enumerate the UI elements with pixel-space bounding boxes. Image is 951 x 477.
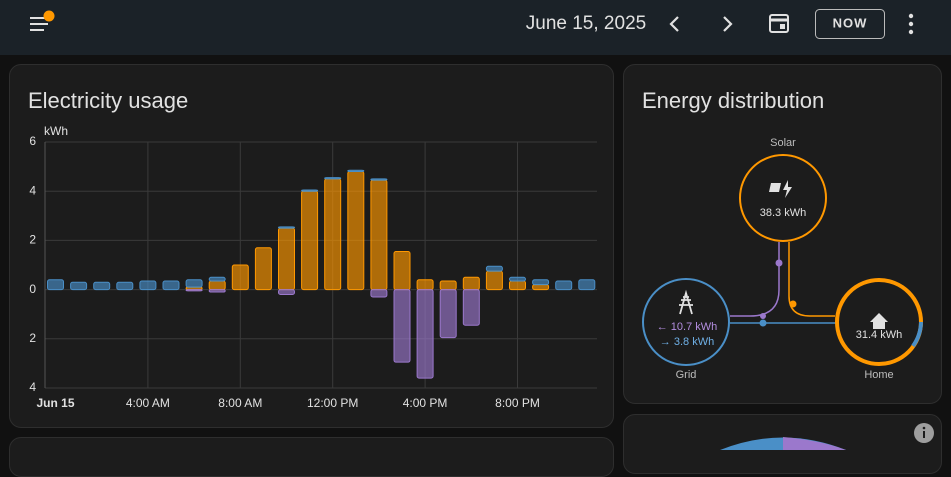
bar <box>278 289 295 296</box>
y-tick-label: 0 <box>29 282 36 296</box>
node-value: 38.3 kWh <box>760 207 806 219</box>
flow-dot <box>759 319 767 327</box>
y-tick-label: 4 <box>29 380 36 394</box>
bar <box>370 179 388 291</box>
bar <box>116 281 134 291</box>
bar <box>393 289 411 363</box>
flow-dot <box>760 313 766 319</box>
canvas: June 15, 2025 NOW Electricity usage kWh … <box>28 9 934 450</box>
bar <box>509 276 526 282</box>
bar <box>578 279 596 291</box>
bar <box>278 227 295 291</box>
node-label: Grid <box>676 369 697 381</box>
home-icon <box>870 313 888 329</box>
x-tick-label: Jun 15 <box>36 396 74 410</box>
now-button[interactable] <box>815 9 885 39</box>
node-value: 31.4 kWh <box>856 329 902 341</box>
bar <box>416 289 434 379</box>
bar <box>324 177 342 180</box>
solar-home-flow <box>788 242 835 317</box>
bar <box>393 250 411 291</box>
now-label[interactable]: NOW <box>833 15 868 30</box>
x-tick-label: 8:00 AM <box>218 396 262 410</box>
bar <box>278 226 295 229</box>
bar <box>208 289 226 293</box>
bar <box>162 280 180 291</box>
grid-consumed: → 3.8 kWh <box>660 336 714 348</box>
y-tick-label: 2 <box>29 331 36 345</box>
y-tick-label: 6 <box>29 134 36 148</box>
bar <box>485 270 503 291</box>
bar <box>185 279 203 288</box>
bar <box>347 169 365 173</box>
info-glyph <box>923 431 925 438</box>
solar-icon <box>769 180 792 198</box>
home-grid-share <box>911 321 923 348</box>
bar <box>70 281 88 291</box>
x-tick-label: 8:00 PM <box>495 396 540 410</box>
grid-icon <box>679 289 693 315</box>
y-axis-label: kWh <box>44 124 68 138</box>
bar <box>208 276 226 282</box>
bar <box>555 280 573 291</box>
bar <box>509 280 526 291</box>
bar <box>185 289 203 292</box>
bar <box>439 289 457 339</box>
bar <box>462 276 480 291</box>
flow-dot <box>775 259 783 267</box>
date: June 15, 2025 <box>526 13 646 34</box>
bar <box>370 178 388 181</box>
top-bar <box>0 0 951 55</box>
y-tick-label: 2 <box>29 233 36 247</box>
next-button[interactable] <box>723 16 733 32</box>
bar <box>439 280 457 291</box>
y-tick-label: 4 <box>29 183 36 197</box>
node-label: Home <box>864 369 893 381</box>
overflow-menu[interactable] <box>908 13 914 35</box>
bar <box>324 178 342 291</box>
x-tick-label: 12:00 PM <box>307 396 358 410</box>
info-glyph <box>922 426 926 430</box>
grid-returned: ← 10.7 kWh <box>657 321 718 333</box>
bar <box>462 289 480 326</box>
bar <box>370 289 388 298</box>
bar <box>532 284 550 291</box>
solar-node <box>739 154 827 242</box>
card-title: Energy distribution <box>642 88 824 113</box>
bar <box>93 281 111 291</box>
bar <box>416 279 434 291</box>
bar <box>208 280 226 291</box>
calendar-button[interactable] <box>769 14 789 33</box>
bar <box>532 279 550 286</box>
grid-node <box>642 278 730 366</box>
x-tick-label: 4:00 AM <box>126 396 170 410</box>
bar <box>301 189 319 192</box>
solar-grid-flow <box>730 242 780 317</box>
card-title: Electricity usage <box>28 88 188 113</box>
bar <box>231 264 249 291</box>
node-label: Solar <box>770 137 796 149</box>
bar <box>347 171 365 291</box>
flow-dot <box>789 300 797 308</box>
bar <box>485 265 503 272</box>
pie-hint <box>783 437 846 450</box>
bar <box>139 280 157 291</box>
x-tick-label: 4:00 PM <box>403 396 448 410</box>
notification-dot <box>43 10 55 22</box>
bar <box>47 279 64 291</box>
distribution-card <box>623 64 942 404</box>
bar <box>301 190 319 291</box>
bar <box>254 247 272 291</box>
previous-button[interactable] <box>669 16 679 32</box>
